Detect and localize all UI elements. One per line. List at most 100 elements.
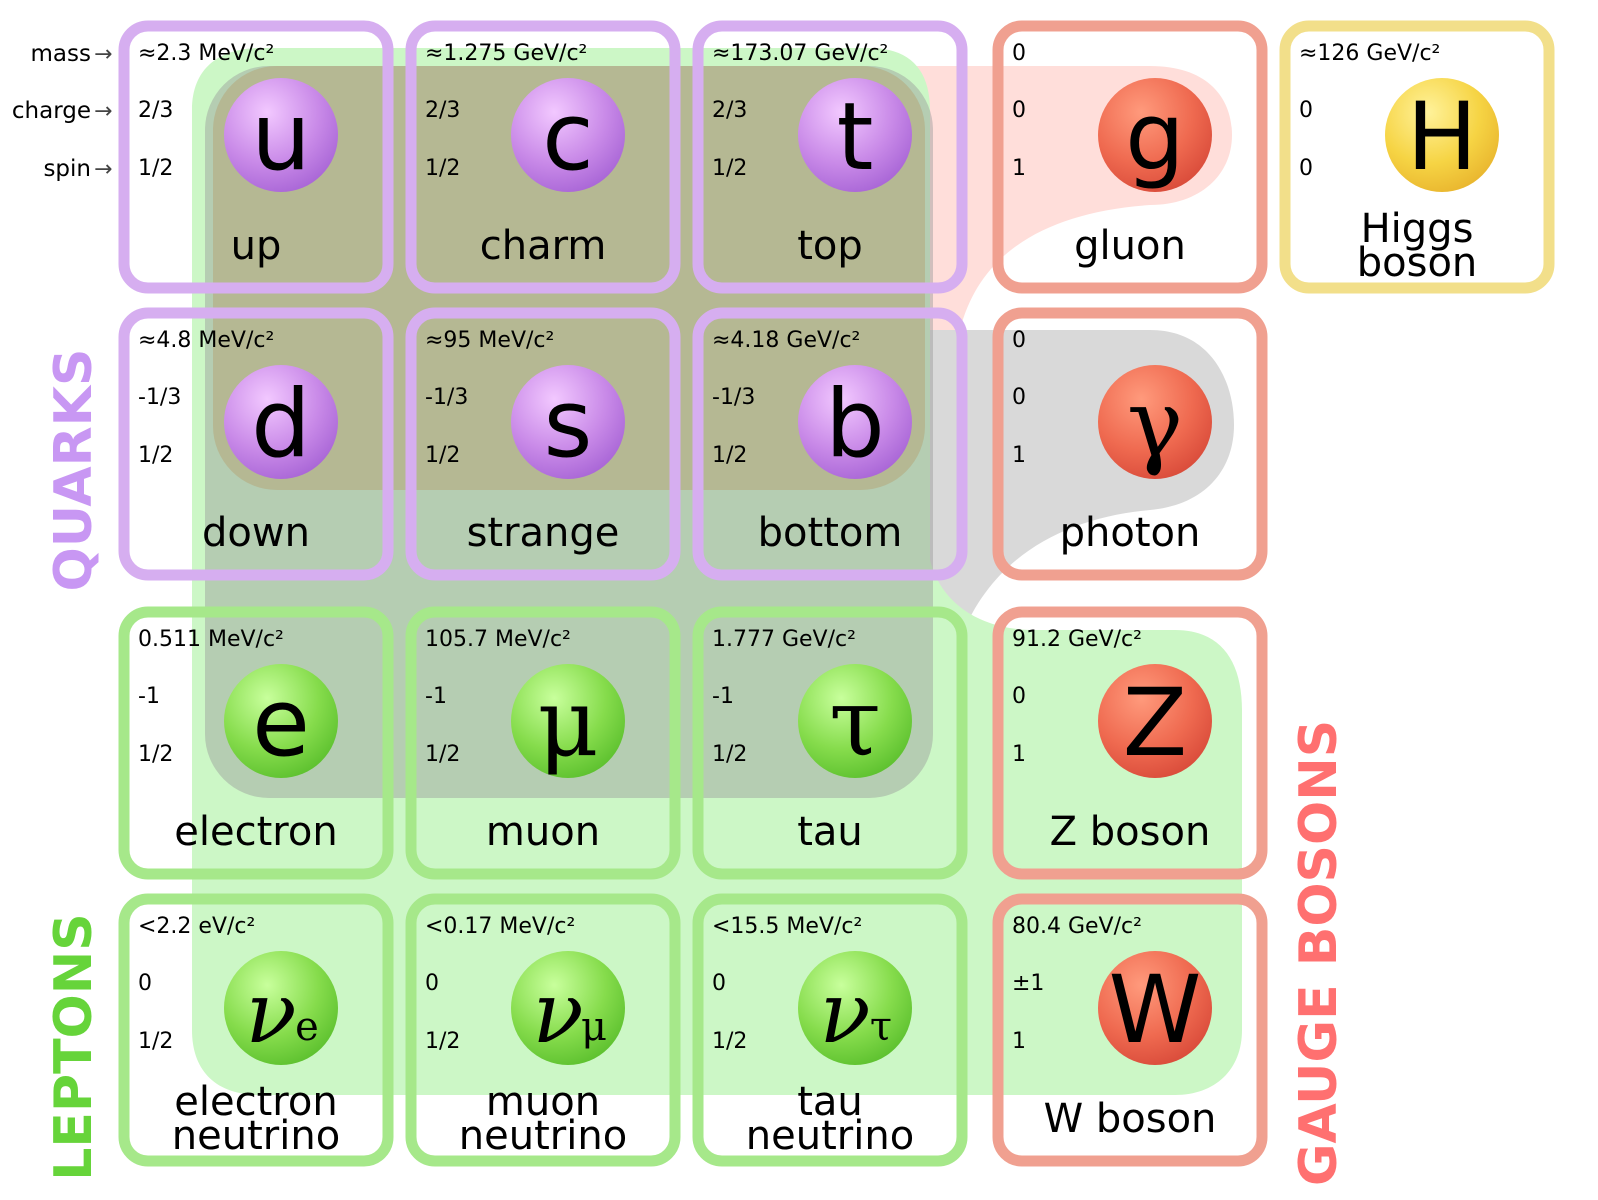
particle-symbol: ν [819, 964, 870, 1062]
mass-value: ≈126 GeV/c² [1299, 41, 1440, 66]
particle-card-up: ≈2.3 MeV/c² 2/3 1/2 u up [118, 20, 394, 294]
leptons-label: LEPTONS [44, 913, 104, 1180]
charge-value: -1/3 [425, 385, 468, 410]
particle-card-bottom: ≈4.18 GeV/c² -1/3 1/2 b bottom [692, 307, 968, 581]
particle-symbol: g [1125, 83, 1185, 192]
mass-value: ≈173.07 GeV/c² [712, 41, 888, 66]
spin-value: 1/2 [712, 443, 747, 468]
particle-name-line1: electron [174, 1079, 337, 1125]
card-border [1279, 20, 1555, 294]
particle-ball [511, 664, 625, 778]
charge-value: 0 [1012, 98, 1026, 123]
particle-symbol: e [252, 669, 310, 778]
particle-symbol: ν [245, 964, 296, 1062]
legend-spin-arrow: → [94, 157, 112, 182]
card-border [992, 20, 1268, 294]
card-border [118, 606, 394, 880]
legend-mass: mass [31, 41, 91, 67]
mass-value: ≈2.3 MeV/c² [138, 41, 274, 66]
particle-ball [798, 78, 912, 192]
spin-value: 1/2 [425, 742, 460, 767]
card-border [992, 307, 1268, 581]
spin-value: 1 [1012, 443, 1026, 468]
card-border [692, 893, 968, 1167]
particle-name: top [797, 223, 863, 269]
particle-symbol: s [544, 370, 593, 479]
particle-card-gluon: 0 0 1 g gluon [992, 20, 1268, 294]
particle-card-tau: 1.777 GeV/c² -1 1/2 τ tau [692, 606, 968, 880]
particle-symbol-subscript: e [295, 1004, 319, 1050]
particle-card-charm: ≈1.275 GeV/c² 2/3 1/2 c charm [405, 20, 681, 294]
particle-name: muon [486, 809, 600, 855]
particle-name-line2: neutrino [172, 1113, 340, 1159]
particle-symbol: W [1109, 956, 1202, 1065]
particle-symbol: μ [537, 669, 598, 778]
card-border [405, 606, 681, 880]
charge-value: ±1 [1012, 971, 1044, 996]
mass-value: 0 [1012, 41, 1026, 66]
card-border [992, 893, 1268, 1167]
particle-symbol: d [251, 370, 311, 479]
spin-value: 1 [1012, 1029, 1026, 1054]
particle-name-line1: Higgs [1361, 206, 1474, 252]
charge-value: 2/3 [138, 98, 173, 123]
mass-value: 80.4 GeV/c² [1012, 914, 1142, 939]
particle-ball [1385, 78, 1499, 192]
particle-ball [1098, 365, 1212, 479]
charge-value: 0 [1299, 98, 1313, 123]
particle-name-line1: muon [486, 1079, 600, 1125]
particle-symbol: t [837, 83, 874, 192]
particle-symbol-subscript: τ [870, 1004, 892, 1050]
particle-ball [798, 664, 912, 778]
card-border [405, 307, 681, 581]
particle-card-strange: ≈95 MeV/c² -1/3 1/2 s strange [405, 307, 681, 581]
charge-value: 0 [1012, 385, 1026, 410]
spin-value: 1/2 [138, 156, 173, 181]
card-border [692, 307, 968, 581]
charge-value: -1 [425, 684, 447, 709]
property-legend: mass → charge → spin → [12, 41, 113, 182]
mass-value: 105.7 MeV/c² [425, 627, 571, 652]
group-labels: QUARKS LEPTONS GAUGE BOSONS [44, 349, 1349, 1187]
particle-symbol: u [251, 83, 311, 192]
quarks-label: QUARKS [44, 349, 104, 592]
card-border [692, 20, 968, 294]
particle-ball [224, 951, 338, 1065]
particle-ball [511, 951, 625, 1065]
particle-name: tau [797, 809, 863, 855]
mass-value: ≈95 MeV/c² [425, 328, 554, 353]
spin-value: 1/2 [712, 742, 747, 767]
particle-ball [224, 365, 338, 479]
particle-name-line2: boson [1357, 240, 1478, 286]
charge-value: 0 [712, 971, 726, 996]
card-border [405, 893, 681, 1167]
particle-ball [798, 951, 912, 1065]
particle-symbol: ν [532, 964, 583, 1062]
particle-symbol-subscript: μ [581, 1004, 607, 1050]
mass-value: <15.5 MeV/c² [712, 914, 862, 939]
spin-value: 1/2 [425, 443, 460, 468]
card-border [118, 20, 394, 294]
particle-name: strange [467, 510, 620, 556]
particle-name: W boson [1044, 1096, 1217, 1142]
charge-value: -1/3 [712, 385, 755, 410]
mass-value: 91.2 GeV/c² [1012, 627, 1142, 652]
particle-card-down: ≈4.8 MeV/c² -1/3 1/2 d down [118, 307, 394, 581]
particle-name: up [231, 223, 282, 269]
particle-name-line2: neutrino [459, 1113, 627, 1159]
particle-name: charm [480, 223, 607, 269]
particle-cards: ≈2.3 MeV/c² 2/3 1/2 u up ≈1.275 GeV/c² 2/3 1/2 c… [118, 20, 1555, 1167]
card-border [118, 307, 394, 581]
card-border [992, 606, 1268, 880]
spin-value: 1 [1012, 742, 1026, 767]
particle-symbol: Z [1123, 669, 1187, 778]
particle-ball [798, 365, 912, 479]
particle-name: electron [174, 809, 337, 855]
spin-value: 1/2 [425, 156, 460, 181]
spin-value: 1/2 [712, 1029, 747, 1054]
mass-value: <2.2 eV/c² [138, 914, 255, 939]
particle-card-w-boson: 80.4 GeV/c² ±1 1 W W boson [992, 893, 1268, 1167]
charge-value: 0 [425, 971, 439, 996]
